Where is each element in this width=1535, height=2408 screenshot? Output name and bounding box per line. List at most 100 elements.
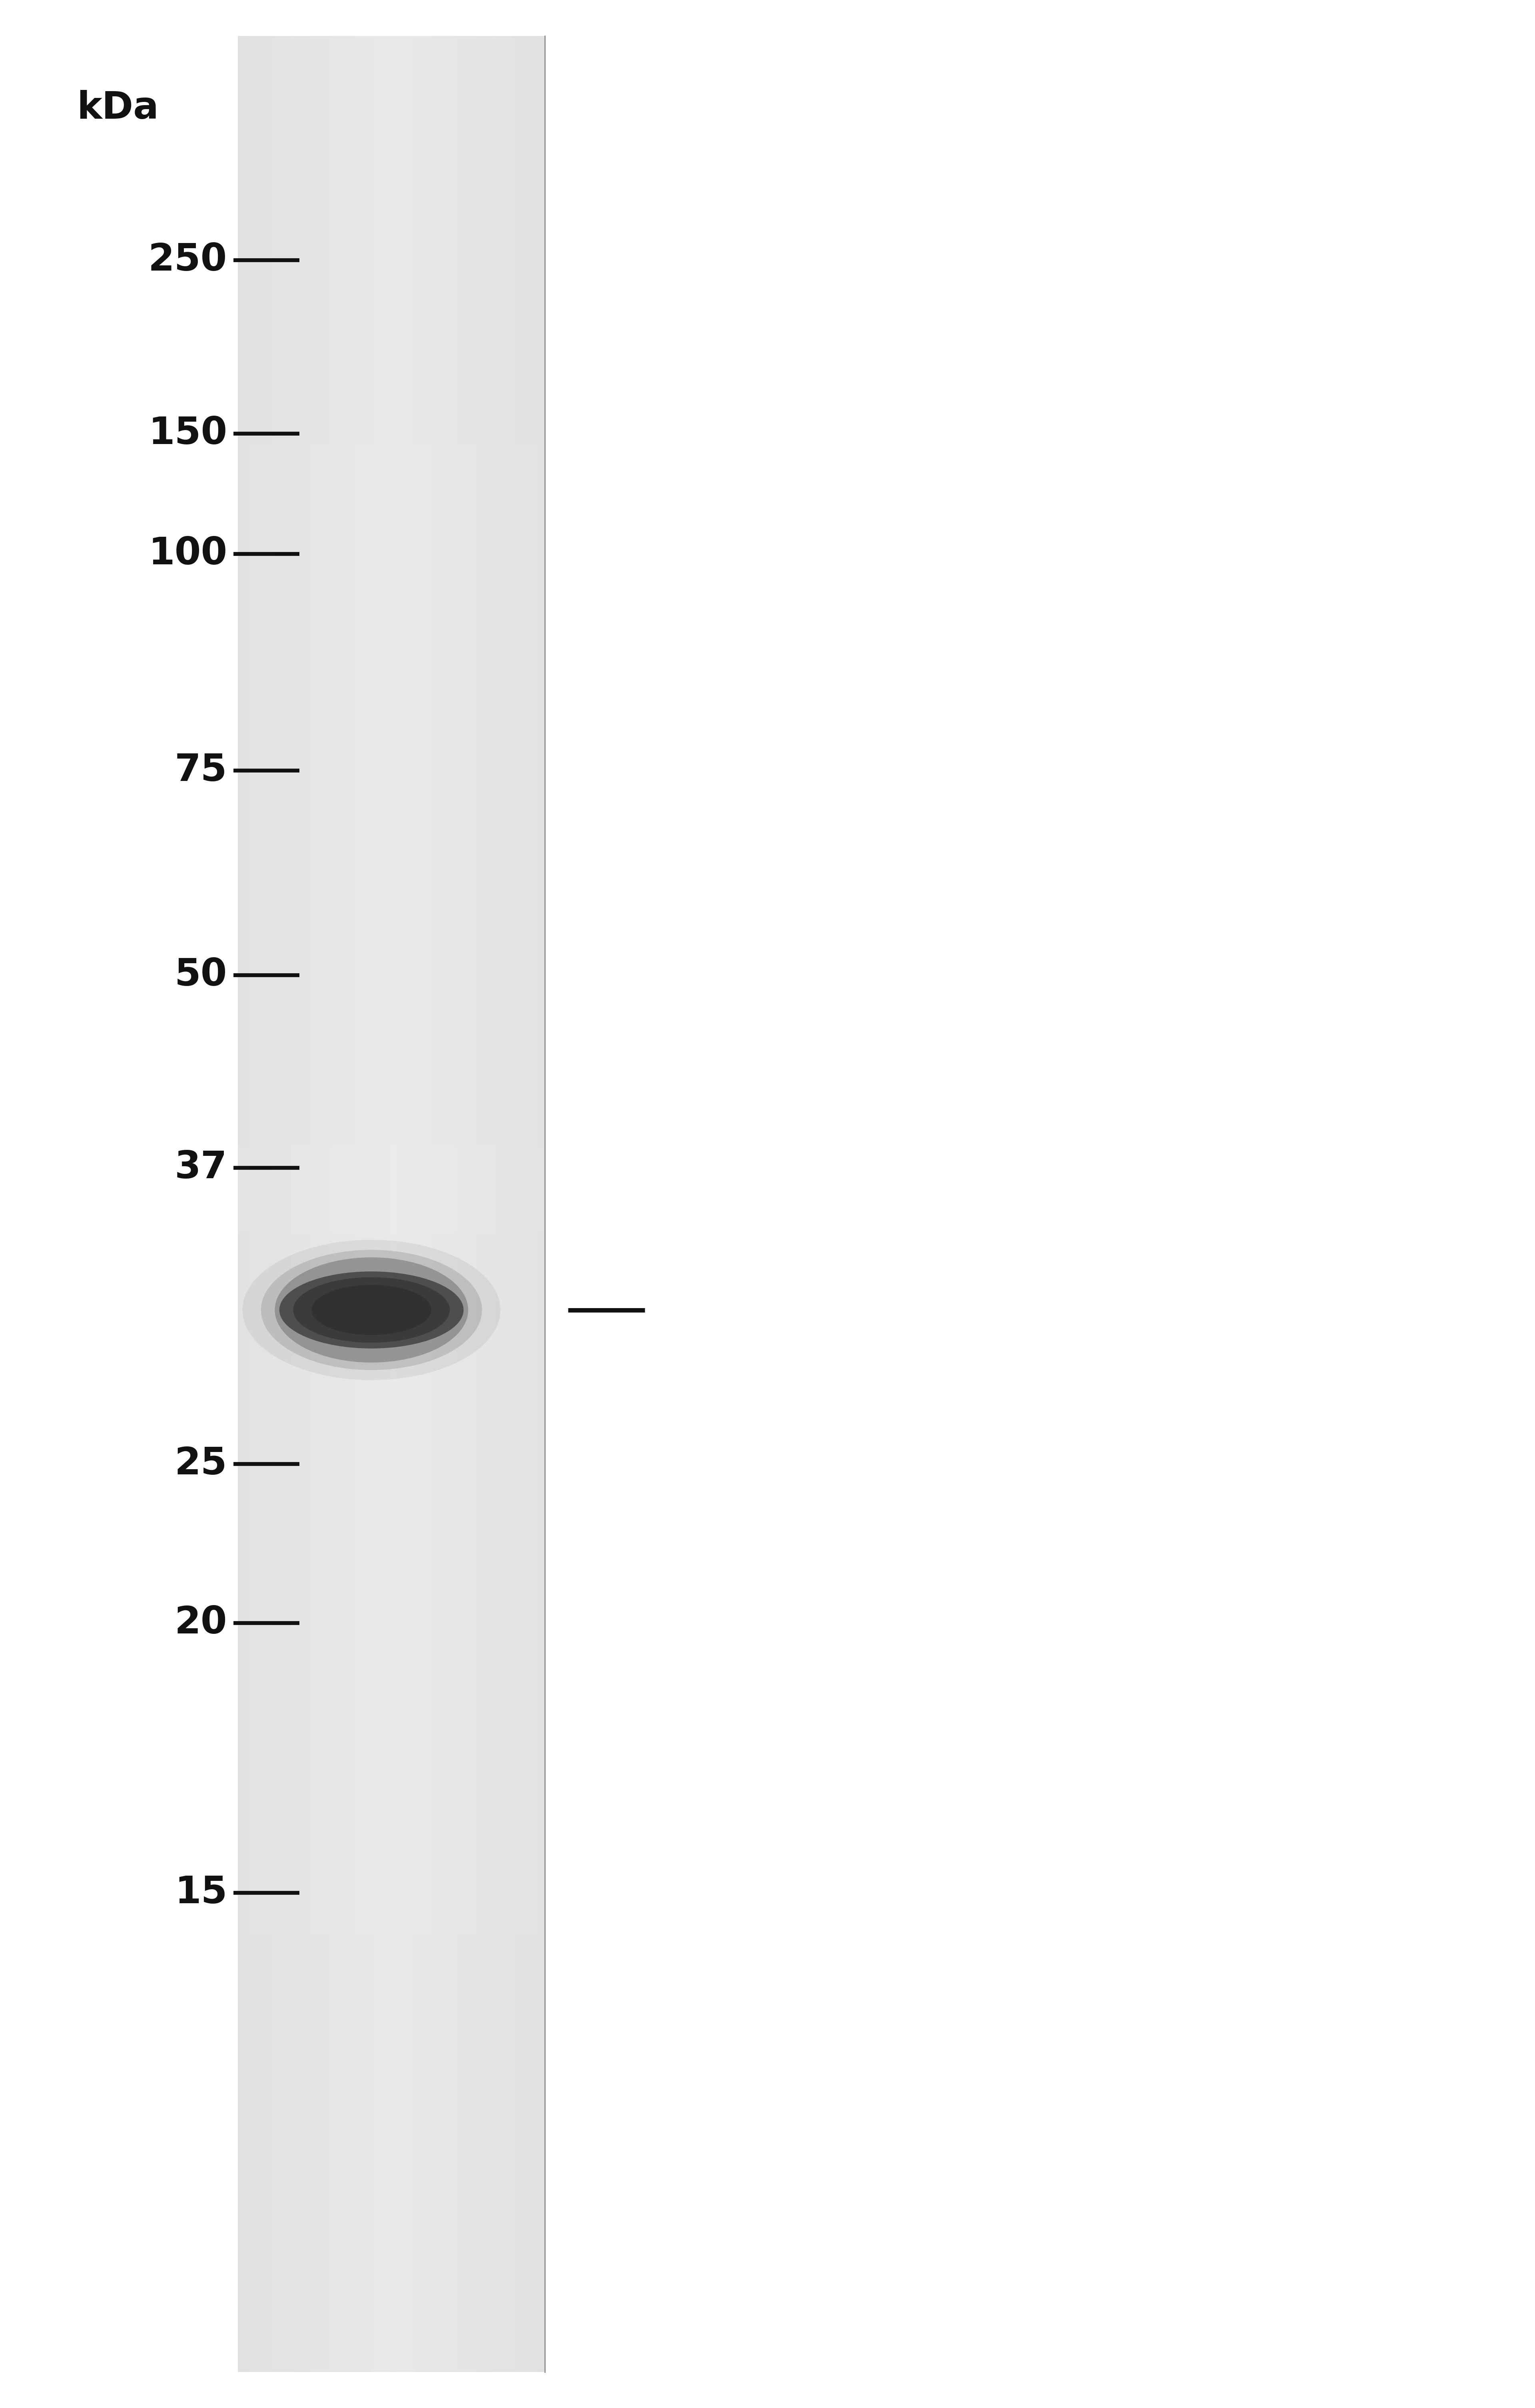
Bar bbox=[238, 327, 545, 356]
Bar bbox=[238, 942, 545, 970]
Bar bbox=[249, 36, 253, 2372]
Bar bbox=[430, 36, 433, 2372]
Bar bbox=[238, 385, 545, 417]
Bar bbox=[507, 36, 510, 2372]
Bar bbox=[238, 1320, 545, 1351]
Bar bbox=[238, 445, 545, 474]
Bar bbox=[238, 2052, 545, 2081]
Bar bbox=[437, 36, 442, 2372]
Bar bbox=[238, 1146, 545, 1175]
Bar bbox=[341, 36, 345, 2372]
Bar bbox=[422, 36, 425, 2372]
Text: 75: 75 bbox=[175, 751, 227, 790]
Bar bbox=[279, 36, 284, 2372]
Bar bbox=[410, 36, 414, 2372]
Bar bbox=[464, 36, 468, 2372]
Bar bbox=[238, 650, 545, 679]
Bar bbox=[238, 855, 545, 884]
Bar bbox=[241, 36, 246, 2372]
Bar bbox=[238, 737, 545, 766]
Bar bbox=[238, 884, 545, 913]
Bar bbox=[319, 36, 322, 2372]
Bar bbox=[238, 679, 545, 708]
Text: kDa: kDa bbox=[77, 89, 158, 128]
Bar bbox=[238, 621, 545, 650]
Bar bbox=[238, 913, 545, 942]
Bar bbox=[289, 36, 292, 2372]
Bar bbox=[253, 36, 258, 2372]
Bar bbox=[238, 36, 545, 2372]
Text: 15: 15 bbox=[175, 1873, 227, 1912]
Bar bbox=[391, 36, 394, 2372]
Text: 37: 37 bbox=[175, 1149, 227, 1187]
Bar bbox=[238, 2081, 545, 2109]
Bar bbox=[261, 36, 264, 2372]
Bar bbox=[258, 36, 261, 2372]
Ellipse shape bbox=[312, 1286, 431, 1334]
Bar bbox=[491, 36, 494, 2372]
Bar bbox=[525, 36, 530, 2372]
Bar bbox=[310, 36, 315, 2372]
Bar bbox=[479, 36, 484, 2372]
Bar bbox=[264, 36, 269, 2372]
Bar bbox=[433, 36, 437, 2372]
Bar bbox=[353, 36, 356, 2372]
Bar bbox=[238, 1088, 545, 1117]
Bar bbox=[325, 36, 330, 2372]
Bar bbox=[238, 1584, 545, 1613]
Bar bbox=[530, 36, 534, 2372]
Bar bbox=[238, 2138, 545, 2167]
Bar bbox=[238, 1409, 545, 1438]
Bar bbox=[238, 183, 545, 212]
Bar bbox=[381, 36, 384, 2372]
Bar bbox=[330, 36, 335, 2372]
Bar bbox=[238, 1818, 545, 1847]
Bar bbox=[453, 36, 457, 2372]
Bar bbox=[238, 824, 545, 855]
Bar bbox=[414, 36, 418, 2372]
Bar bbox=[238, 212, 545, 241]
Bar bbox=[537, 36, 540, 2372]
Bar bbox=[338, 36, 341, 2372]
Bar bbox=[394, 36, 399, 2372]
Text: 20: 20 bbox=[175, 1604, 227, 1642]
Bar bbox=[407, 36, 410, 2372]
Bar bbox=[238, 766, 545, 795]
Bar bbox=[376, 36, 381, 2372]
Bar bbox=[384, 36, 387, 2372]
Ellipse shape bbox=[261, 1250, 482, 1370]
Bar bbox=[238, 2254, 545, 2285]
Bar bbox=[238, 1380, 545, 1409]
Bar bbox=[348, 36, 353, 2372]
Bar bbox=[442, 36, 445, 2372]
Bar bbox=[238, 94, 545, 123]
Bar bbox=[238, 1057, 545, 1088]
Text: 50: 50 bbox=[175, 956, 227, 995]
Text: 100: 100 bbox=[149, 535, 227, 573]
Bar bbox=[238, 1847, 545, 1876]
Bar bbox=[238, 2109, 545, 2138]
Bar bbox=[476, 36, 479, 2372]
Bar bbox=[510, 36, 514, 2372]
Bar bbox=[238, 1233, 545, 1262]
Bar bbox=[269, 36, 273, 2372]
Bar bbox=[238, 708, 545, 737]
Bar bbox=[299, 36, 304, 2372]
Bar bbox=[238, 154, 545, 183]
Bar bbox=[345, 36, 348, 2372]
Bar bbox=[315, 36, 319, 2372]
Bar bbox=[238, 356, 545, 385]
Bar bbox=[402, 36, 407, 2372]
Bar bbox=[238, 970, 545, 999]
Text: 25: 25 bbox=[175, 1445, 227, 1483]
Bar bbox=[365, 36, 368, 2372]
Bar bbox=[238, 2285, 545, 2314]
Bar bbox=[238, 561, 545, 590]
Bar bbox=[238, 299, 545, 327]
Bar bbox=[246, 36, 249, 2372]
Ellipse shape bbox=[243, 1240, 500, 1380]
Bar bbox=[238, 532, 545, 561]
Bar bbox=[238, 65, 545, 94]
Bar bbox=[304, 36, 307, 2372]
Bar bbox=[238, 2314, 545, 2343]
